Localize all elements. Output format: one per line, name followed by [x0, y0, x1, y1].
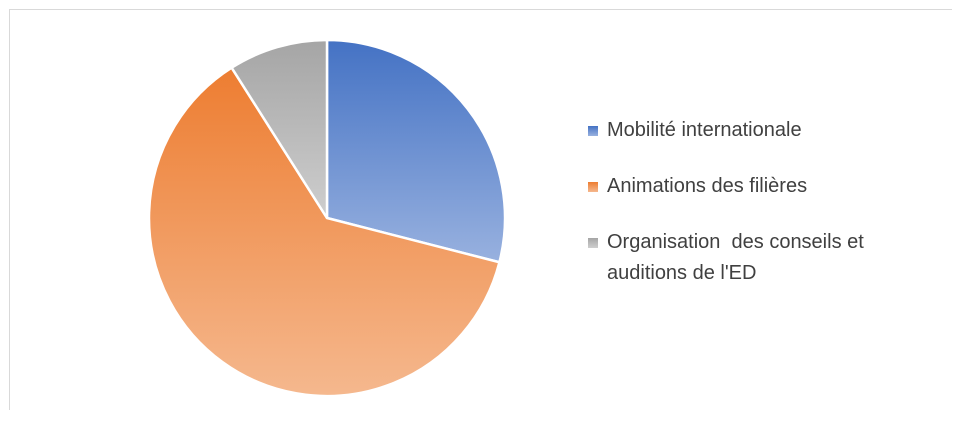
legend: Mobilité internationale Animations des fi… — [588, 115, 948, 314]
legend-entry: Mobilité internationale — [588, 115, 948, 146]
legend-label: Organisation des conseils et auditions d… — [607, 231, 870, 284]
legend-swatch — [588, 238, 598, 248]
legend-swatch — [588, 126, 598, 136]
pie-slice — [325, 38, 507, 264]
pie-slice — [147, 66, 501, 398]
chart-frame — [9, 9, 952, 410]
legend-entry: Organisation des conseils et auditions d… — [588, 227, 948, 289]
legend-label: Animations des filières — [607, 175, 808, 197]
legend-swatch — [588, 182, 598, 192]
legend-entry: Animations des filières — [588, 171, 948, 202]
pie-slice — [230, 38, 329, 220]
legend-label: Mobilité internationale — [607, 119, 802, 141]
